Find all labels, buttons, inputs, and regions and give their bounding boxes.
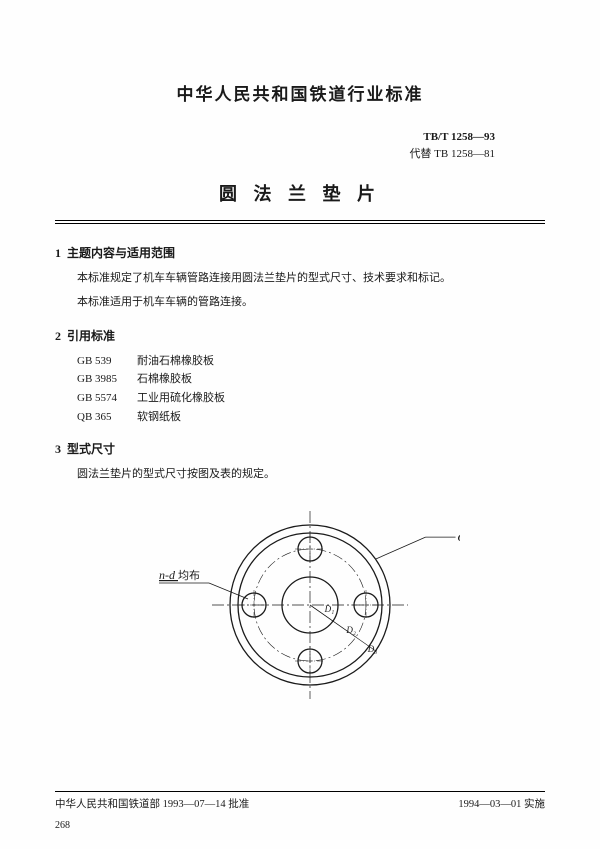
svg-text:n-d 均布: n-d 均布 <box>159 568 200 582</box>
ref-code: GB 539 <box>77 352 137 371</box>
section-1-p1: 本标准规定了机车车辆管路连接用圆法兰垫片的型式尺寸、技术要求和标记。 <box>55 269 545 289</box>
ref-code: GB 5574 <box>77 389 137 408</box>
ref-item: GB 5574工业用硫化橡胶板 <box>77 389 545 408</box>
section-num: 3 <box>55 442 61 456</box>
page-footer: 中华人民共和国铁道部 1993—07—14 批准 1994—03—01 实施 <box>55 791 545 811</box>
org-title: 中华人民共和国铁道行业标准 <box>55 80 545 105</box>
svg-text:δ: δ <box>458 528 460 545</box>
footer-rule <box>55 791 545 792</box>
title-rule <box>55 220 545 224</box>
reference-list: GB 539耐油石棉橡胶板 GB 3985石棉橡胶板 GB 5574工业用硫化橡… <box>55 352 545 427</box>
section-title: 型式尺寸 <box>67 442 115 456</box>
ref-item: GB 539耐油石棉橡胶板 <box>77 352 545 371</box>
section-1-p2: 本标准适用于机车车辆的管路连接。 <box>55 293 545 313</box>
std-code: TB/T 1258—93 <box>55 129 495 146</box>
document-page: 中华人民共和国铁道行业标准 TB/T 1258—93 代替 TB 1258—81… <box>0 0 600 849</box>
ref-item: QB 365软钢纸板 <box>77 408 545 427</box>
flange-figure: D₁D₂D₃δn-d 均布 <box>55 495 545 715</box>
std-replaces: 代替 TB 1258—81 <box>55 146 495 163</box>
section-1-heading: 1 主题内容与适用范围 <box>55 244 545 261</box>
standard-codes: TB/T 1258—93 代替 TB 1258—81 <box>55 129 545 162</box>
effective-text: 1994—03—01 实施 <box>458 796 545 811</box>
ref-name: 软钢纸板 <box>137 411 181 423</box>
ref-code: QB 365 <box>77 408 137 427</box>
section-2-heading: 2 引用标准 <box>55 327 545 344</box>
section-num: 2 <box>55 329 61 343</box>
ref-name: 工业用硫化橡胶板 <box>137 392 225 404</box>
ref-name: 耐油石棉橡胶板 <box>137 355 214 367</box>
section-title: 主题内容与适用范围 <box>67 246 175 260</box>
section-3-p1: 圆法兰垫片的型式尺寸按图及表的规定。 <box>55 465 545 485</box>
svg-text:D₃: D₃ <box>367 644 378 654</box>
approval-text: 中华人民共和国铁道部 1993—07—14 批准 <box>55 796 249 811</box>
flange-diagram: D₁D₂D₃δn-d 均布 <box>140 495 460 715</box>
ref-code: GB 3985 <box>77 370 137 389</box>
ref-name: 石棉橡胶板 <box>137 373 192 385</box>
ref-item: GB 3985石棉橡胶板 <box>77 370 545 389</box>
section-3-heading: 3 型式尺寸 <box>55 440 545 457</box>
document-title: 圆 法 兰 垫 片 <box>55 180 545 206</box>
svg-text:D₁: D₁ <box>324 604 335 614</box>
section-title: 引用标准 <box>67 329 115 343</box>
page-number: 268 <box>55 820 70 831</box>
section-num: 1 <box>55 246 61 260</box>
